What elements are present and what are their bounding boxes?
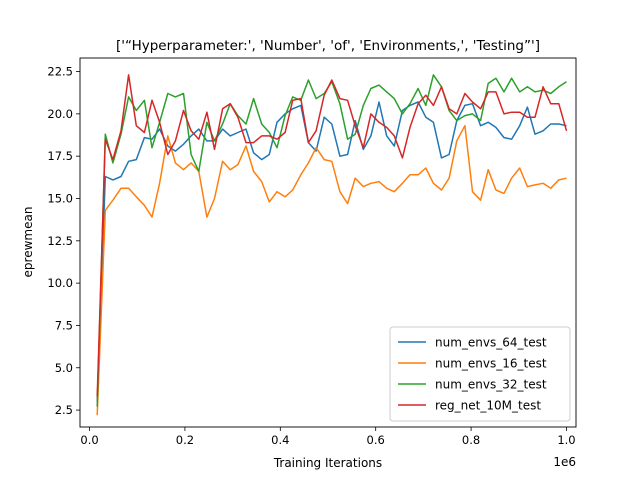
axes-frame [79, 57, 577, 428]
x-axis: 0.0 0.2 0.4 0.6 0.8 1.0 [80, 427, 576, 447]
y-tick-label: 12.5 [47, 234, 73, 248]
legend-label: reg_net_10M_test [435, 399, 541, 413]
legend-box [389, 326, 571, 422]
y-tick-label: 15.0 [47, 191, 73, 205]
series-line-num-envs-64-test [96, 101, 567, 402]
x-tick-label: 0.2 [176, 433, 194, 447]
y-axis: 2.5 5.0 7.5 10.0 12.5 15.0 17.5 20.0 22.5 [47, 65, 80, 417]
y-tick-label: 7.5 [55, 318, 73, 332]
x-axis-multiplier: 1e6 [553, 455, 576, 469]
chart-title: ['“Hyperparameter:', 'Number', 'of', 'En… [116, 38, 540, 54]
y-tick-label: 10.0 [47, 276, 73, 290]
x-tick-label: 0.4 [271, 433, 289, 447]
y-axis-label: eprewmean [21, 207, 35, 278]
legend-label: num_envs_16_test [435, 357, 547, 371]
y-tick-label: 17.5 [47, 149, 73, 163]
x-tick-label: 0.6 [367, 433, 385, 447]
x-axis-label: Training Iterations [273, 456, 382, 470]
legend-label: num_envs_64_test [435, 336, 547, 350]
legend-label: num_envs_32_test [435, 378, 547, 392]
plot-area [96, 74, 568, 416]
x-tick-label: 1.0 [557, 433, 575, 447]
legend: num_envs_64_test num_envs_16_test num_envs… [389, 326, 571, 422]
series-line-num-envs-16-test [96, 124, 567, 416]
y-tick-label: 2.5 [55, 403, 73, 417]
series-line-reg-net-10M-test [96, 74, 568, 397]
y-tick-label: 22.5 [47, 65, 73, 79]
x-tick-label: 0.0 [80, 433, 98, 447]
x-tick-label: 0.8 [462, 433, 480, 447]
y-tick-label: 20.0 [47, 107, 73, 121]
y-tick-label: 5.0 [55, 361, 73, 375]
